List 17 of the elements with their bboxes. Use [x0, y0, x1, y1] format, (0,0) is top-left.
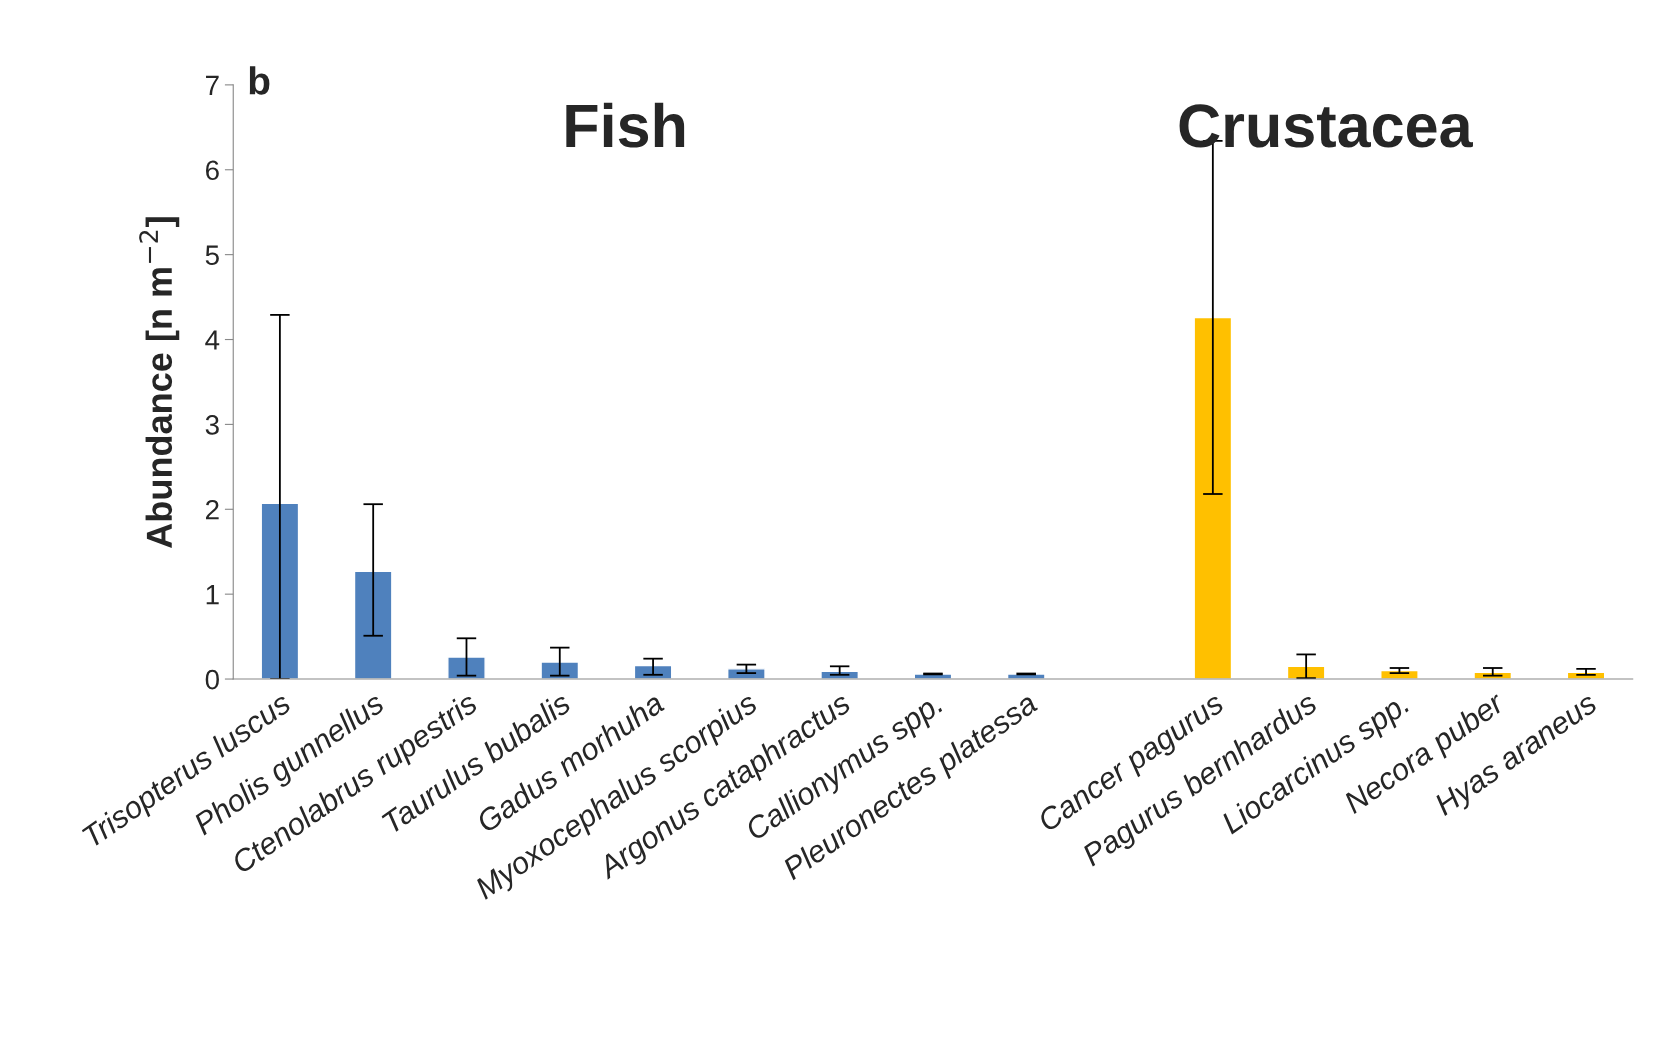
y-tick-label: 6 — [206, 160, 219, 181]
y-tick-label: 5 — [205, 245, 219, 265]
y-axis-title: Abundance [n m$^{−2}$] — [139, 217, 180, 548]
y-tick-label: 0 — [205, 669, 219, 690]
chart-title: b — [249, 66, 270, 95]
annotation: Crustacea — [1179, 104, 1473, 148]
bar — [353, 570, 393, 680]
y-tick-label: 4 — [205, 330, 220, 350]
y-tick-label: 7 — [206, 75, 219, 95]
bar — [540, 661, 580, 680]
bar — [260, 502, 300, 680]
y-tick-label: 1 — [206, 585, 219, 605]
y-tick-label: 2 — [206, 499, 219, 520]
bar — [447, 656, 486, 680]
annotation: Fish — [566, 102, 685, 148]
bar — [1193, 316, 1233, 680]
y-tick-label: 3 — [205, 415, 219, 435]
